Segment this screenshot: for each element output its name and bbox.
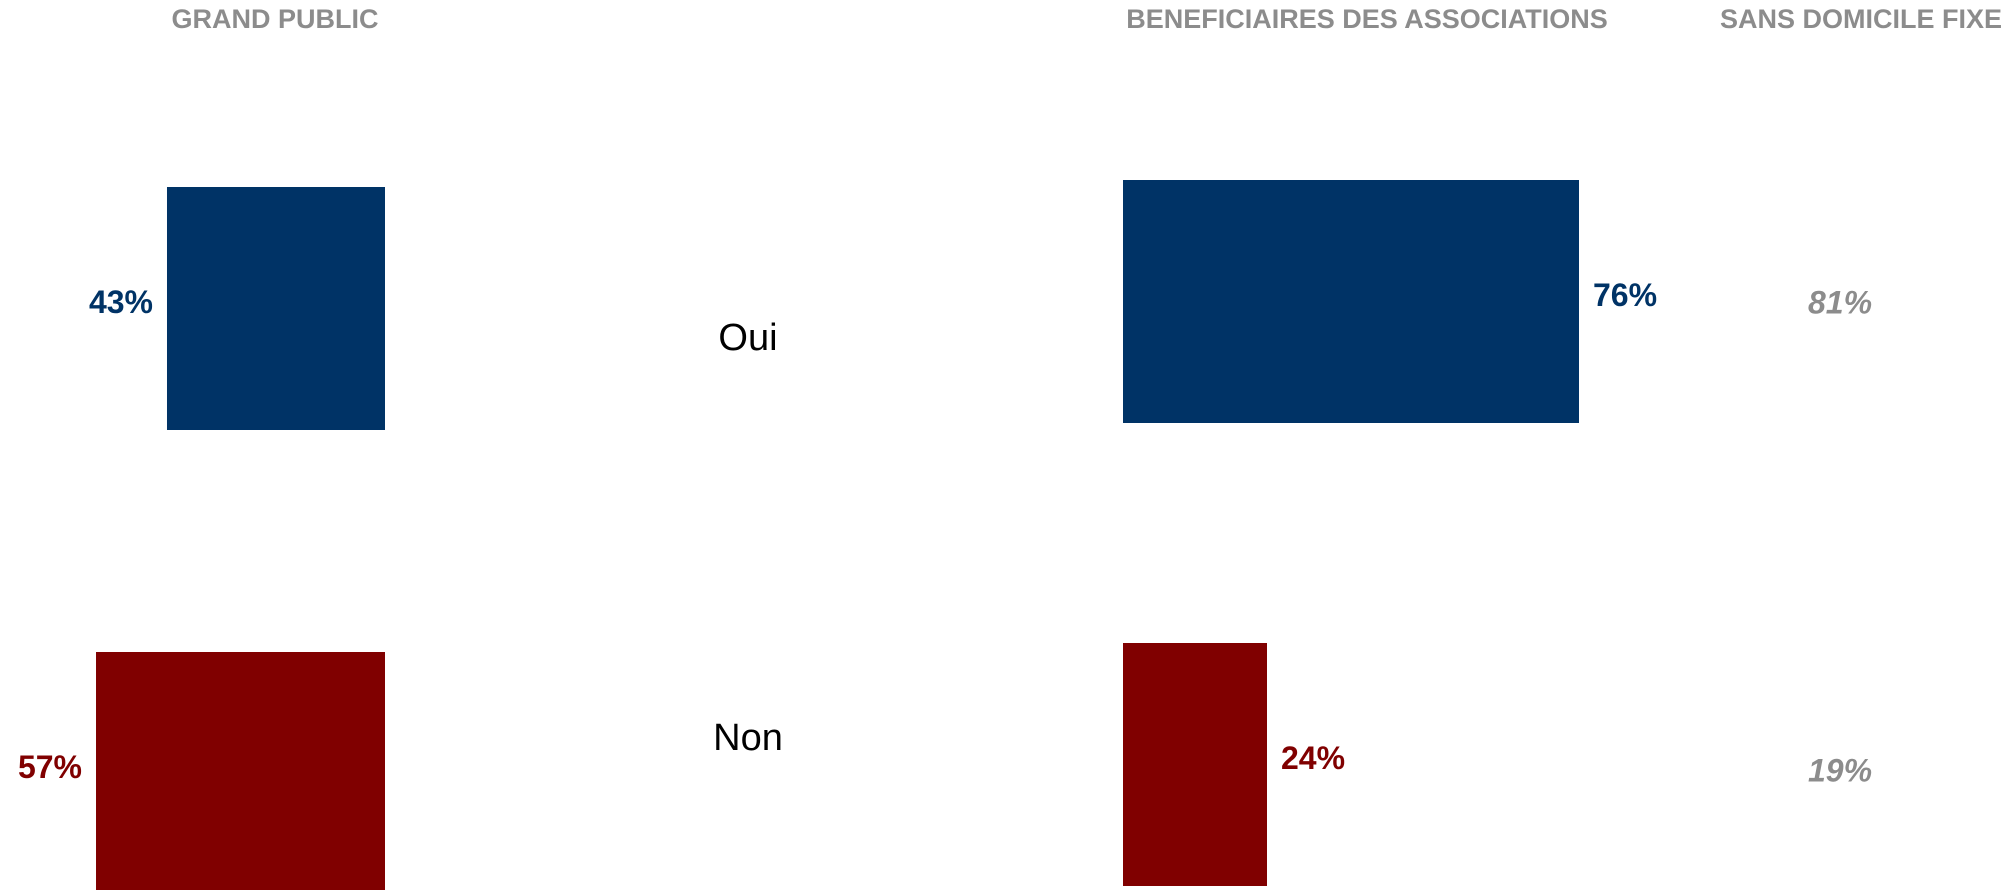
bar: [166, 187, 385, 430]
value-label: 19%: [1808, 752, 1872, 788]
category-label: Oui: [718, 317, 777, 359]
bar: [1123, 643, 1267, 886]
panel-header: SANS DOMICILE FIXE: [1720, 4, 2002, 34]
value-label: 76%: [1593, 277, 1657, 313]
value-label: 24%: [1281, 740, 1345, 776]
bar: [1123, 180, 1579, 423]
value-label: 57%: [18, 749, 82, 785]
bar: [96, 652, 385, 890]
value-label: 43%: [89, 284, 153, 320]
panel-header: BENEFICIAIRES DES ASSOCIATIONS: [1126, 4, 1608, 34]
category-label: Non: [713, 717, 783, 759]
panel-header: GRAND PUBLIC: [172, 4, 379, 34]
value-label: 81%: [1808, 284, 1872, 320]
